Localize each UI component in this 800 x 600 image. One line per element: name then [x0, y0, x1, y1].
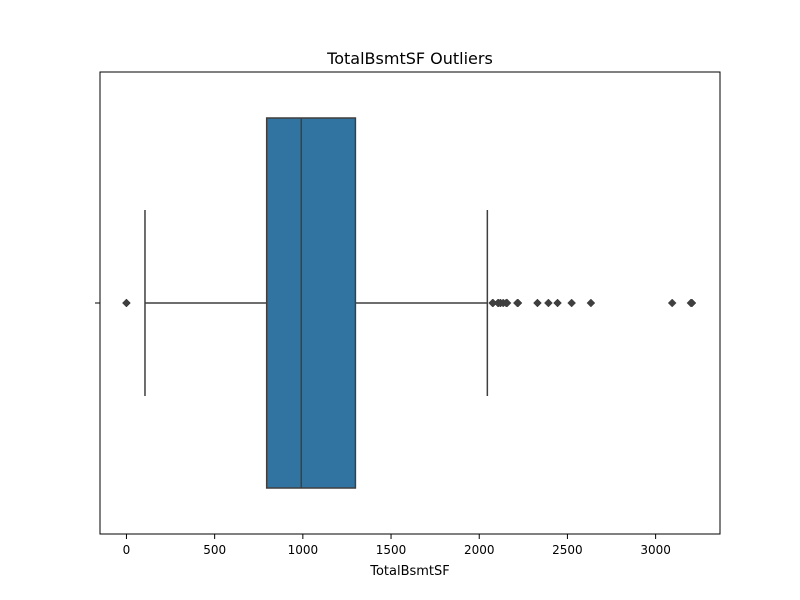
outlier-point — [122, 298, 131, 308]
chart-title: TotalBsmtSF Outliers — [326, 49, 493, 68]
x-axis: 0 500 1000 1500 2000 2500 3000 — [123, 534, 671, 557]
outlier-point — [533, 298, 542, 308]
interquartile-box — [265, 117, 357, 489]
outlier-point — [567, 298, 577, 308]
x-tick-label: 2500 — [552, 543, 583, 557]
x-axis-label: TotalBsmtSF — [369, 564, 450, 579]
outlier-point — [586, 298, 596, 308]
outlier-point — [502, 298, 512, 308]
x-tick-label: 2000 — [464, 543, 495, 557]
x-tick-label: 500 — [203, 543, 226, 557]
outlier-point — [513, 298, 523, 308]
x-tick-label: 1000 — [288, 543, 319, 557]
plot-marks — [122, 117, 697, 489]
outlier-point — [687, 298, 697, 308]
outlier-point — [667, 298, 677, 308]
x-tick-label: 3000 — [640, 543, 671, 557]
x-tick-label: 0 — [123, 543, 131, 557]
outlier-point — [544, 298, 553, 308]
x-tick-label: 1500 — [376, 543, 407, 557]
outlier-point — [553, 298, 562, 308]
